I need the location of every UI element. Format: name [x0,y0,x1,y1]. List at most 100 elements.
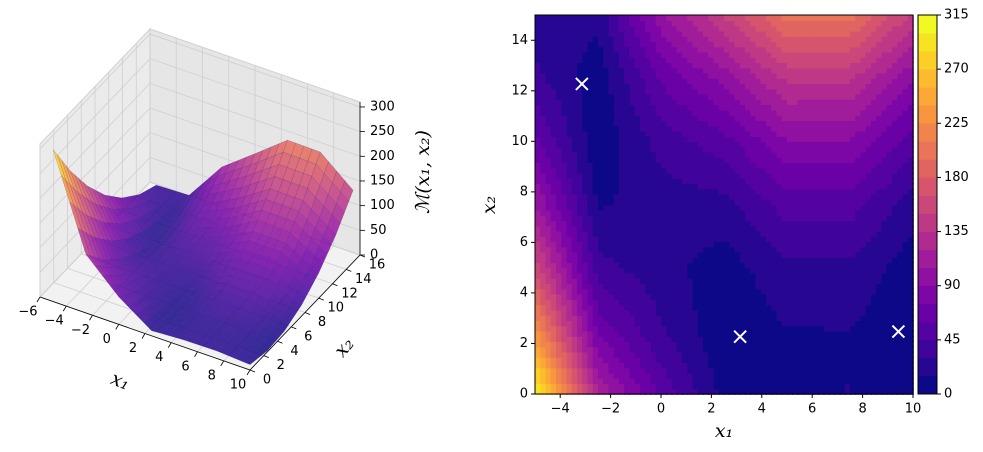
contour-cell [771,188,778,195]
contour-cell [876,162,883,169]
contour-cell [666,135,673,142]
contour-cell [645,346,652,353]
contour-cell [734,293,741,300]
contour-cell [818,288,825,295]
contour-cell [571,146,578,153]
contour-cell [750,230,757,237]
contour-cell [760,78,767,85]
contour-cell [865,214,872,221]
contour-cell [697,272,704,279]
contour-cell [765,214,772,221]
contour-cell [666,304,673,311]
contour-cell [855,141,862,148]
contour-cell [902,341,909,348]
contour-cell [813,114,820,121]
contour-cell [634,262,641,269]
contour-cell [729,120,736,127]
contour-cell [592,204,599,211]
contour-cell [597,256,604,264]
contour-cell [776,262,783,269]
contour-cell [697,378,704,385]
contour-cell [650,383,657,390]
contour-cell [860,299,867,306]
contour-cell [603,267,610,274]
contour-cell [828,125,835,132]
contour-cell [844,162,851,169]
contour-cell [603,335,610,343]
contour-cell [797,209,804,216]
contour-cell [639,304,646,311]
tick-mark [304,312,311,315]
contour-cell [734,314,741,321]
contour-cell [655,114,662,121]
contour-cell [676,278,683,285]
contour-cell [818,109,825,116]
contour-cell [697,151,704,158]
contour-cell [760,325,767,332]
contour-cell [828,141,835,148]
contour-cell [545,162,552,169]
contour-cell [545,293,552,300]
contour-cell [702,235,709,242]
contour-cell [697,109,704,116]
contour-cell [624,114,631,121]
contour-cell [624,99,631,106]
contour-cell [666,93,673,100]
contour-cell [823,188,830,195]
contour-cell [671,267,678,274]
contour-cell [807,283,814,290]
contour-cell [870,320,877,327]
contour-cell [818,256,825,264]
contour-cell [655,167,662,174]
contour-cell [702,367,709,374]
contour-cell [687,278,694,285]
contour-cell [813,278,820,285]
contour-cell [739,151,746,158]
contour-cell [729,178,736,185]
contour-cell [545,172,552,179]
contour-cell [839,325,846,332]
contour-cell [844,299,851,306]
contour-cell [781,156,788,164]
contour-cell [860,362,867,369]
contour-cell [624,146,631,153]
contour-cell [802,130,809,137]
contour-cell [660,299,667,306]
contour-cell [639,141,646,148]
contour-cell [760,383,767,390]
contour-cell [655,109,662,116]
contour-cell [613,251,620,258]
contour-cell [645,78,652,85]
contour-cell [813,209,820,216]
contour-cell [734,130,741,137]
contour-cell [786,335,793,343]
contour-cell [718,172,725,179]
contour-cell [897,114,904,121]
contour-cell [729,146,736,153]
contour-cell [587,109,594,116]
contour-cell [865,362,872,369]
contour-cell [849,104,856,111]
contour-cell [671,99,678,106]
contour-cell [734,309,741,316]
contour-cell [860,162,867,169]
contour-cell [781,362,788,369]
contour-cell [660,246,667,253]
contour-cell [597,109,604,116]
contour-cell [576,104,583,111]
contour-cell [687,330,694,337]
contour-cell [634,293,641,300]
contour-cell [592,130,599,137]
contour-cell [807,204,814,211]
contour-cell [639,135,646,142]
contour-cell [713,299,720,306]
contour-cell [723,178,730,185]
contour-cell [618,267,625,274]
contour-cell [681,304,688,311]
contour-cell [781,272,788,279]
contour-cell [797,141,804,148]
contour-cell [855,188,862,195]
contour-cell [760,283,767,290]
contour-cell [849,378,856,385]
contour-cell [865,141,872,148]
